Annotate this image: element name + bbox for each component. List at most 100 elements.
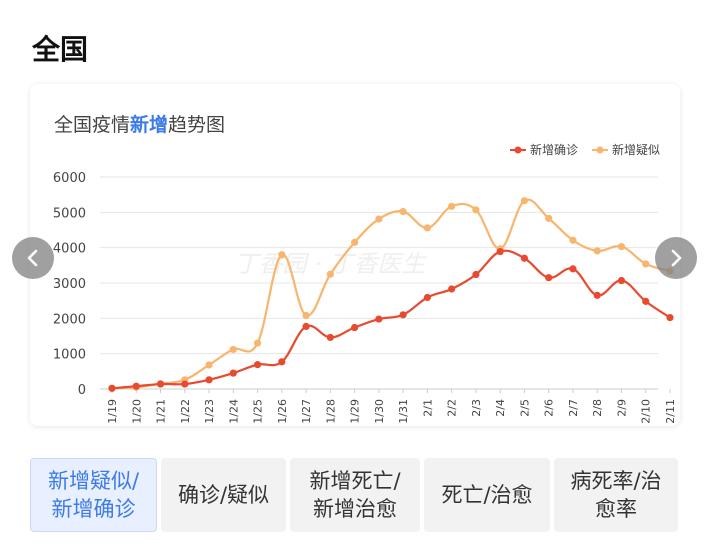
x-tick-label: 2/5 bbox=[518, 399, 531, 417]
data-point bbox=[423, 293, 431, 302]
data-point bbox=[617, 243, 626, 251]
tab-fatality-recovery-rate[interactable]: 病死率/治愈率 bbox=[554, 458, 678, 532]
x-tick-label: 2/10 bbox=[640, 399, 653, 424]
x-tick-label: 1/26 bbox=[276, 399, 289, 424]
y-tick-label: 6000 bbox=[53, 171, 86, 186]
x-tick-label: 2/11 bbox=[664, 399, 677, 424]
data-point bbox=[448, 202, 456, 210]
x-tick-label: 1/21 bbox=[155, 399, 168, 424]
data-point bbox=[302, 322, 310, 331]
data-point bbox=[593, 291, 601, 299]
y-tick-label: 1000 bbox=[53, 348, 86, 363]
data-point bbox=[351, 238, 359, 246]
data-point bbox=[278, 358, 286, 366]
x-tick-label: 2/4 bbox=[494, 399, 507, 417]
data-point bbox=[617, 276, 626, 285]
data-point bbox=[326, 333, 334, 342]
tab-new-deaths-new-recovered[interactable]: 新增死亡/新增治愈 bbox=[290, 458, 420, 532]
x-tick-label: 2/8 bbox=[591, 399, 604, 417]
data-point bbox=[229, 369, 237, 377]
prev-chart-button[interactable] bbox=[12, 237, 54, 279]
data-point bbox=[642, 260, 650, 268]
data-point bbox=[545, 214, 553, 222]
x-tick-label: 1/22 bbox=[179, 399, 192, 424]
data-point bbox=[156, 380, 165, 388]
x-tick-label: 1/24 bbox=[227, 399, 240, 424]
data-point bbox=[253, 361, 262, 369]
data-point bbox=[472, 270, 480, 279]
x-tick-label: 1/19 bbox=[106, 399, 119, 424]
y-tick-label: 0 bbox=[78, 383, 86, 398]
x-tick-label: 1/31 bbox=[397, 399, 410, 424]
chart-tabs: 新增疑似/新增确诊 确诊/疑似 新增死亡/新增治愈 死亡/治愈 病死率/治愈率 bbox=[30, 458, 678, 532]
data-point bbox=[520, 254, 529, 262]
data-point bbox=[375, 215, 383, 223]
x-tick-label: 2/7 bbox=[567, 399, 580, 417]
data-point bbox=[326, 270, 334, 278]
legend-swatch-dot bbox=[596, 146, 604, 154]
chart-card: 全国疫情新增趋势图 丁香园 · 丁香医生 0 1000 2000 3000 4000 5000… bbox=[30, 84, 680, 426]
tab-label-line: 愈率 bbox=[594, 497, 637, 521]
data-point bbox=[181, 380, 189, 388]
legend-swatch-dot bbox=[514, 146, 522, 154]
data-point bbox=[302, 311, 310, 320]
data-point bbox=[399, 208, 407, 216]
y-tick-label: 3000 bbox=[53, 277, 86, 292]
data-point bbox=[496, 247, 504, 256]
data-point bbox=[569, 236, 577, 244]
tab-label-line: 病死率/治 bbox=[570, 469, 662, 493]
x-tick-label: 2/3 bbox=[470, 399, 483, 417]
data-point bbox=[448, 285, 456, 293]
data-point bbox=[132, 382, 140, 390]
data-point bbox=[399, 311, 407, 319]
tab-deaths-recovered[interactable]: 死亡/治愈 bbox=[424, 458, 550, 532]
y-tick-label: 5000 bbox=[53, 206, 86, 221]
tab-label-line: 新增疑似/ bbox=[47, 469, 140, 493]
x-tick-label: 1/28 bbox=[324, 399, 337, 424]
tab-label-line: 新增治愈 bbox=[312, 497, 397, 521]
tab-label-line: 确诊/疑似 bbox=[177, 483, 270, 507]
tab-new-suspected-new-confirmed[interactable]: 新增疑似/新增确诊 bbox=[30, 458, 157, 532]
next-chart-button[interactable] bbox=[655, 237, 697, 279]
chart-title-part: 全国疫情 bbox=[54, 114, 130, 136]
data-point bbox=[375, 315, 383, 323]
x-tick-label: 1/23 bbox=[203, 399, 216, 424]
chevron-right-icon bbox=[671, 249, 682, 267]
chevron-left-icon bbox=[27, 249, 38, 267]
chart-title-part: 新增 bbox=[130, 113, 168, 136]
tab-confirmed-suspected[interactable]: 确诊/疑似 bbox=[161, 458, 286, 532]
data-point bbox=[108, 384, 116, 392]
x-tick-label: 1/20 bbox=[130, 399, 143, 424]
x-tick-label: 2/1 bbox=[421, 399, 434, 417]
x-tick-label: 1/30 bbox=[373, 399, 386, 424]
x-tick-label: 2/9 bbox=[615, 399, 628, 417]
y-tick-label: 2000 bbox=[53, 312, 86, 327]
data-point bbox=[472, 206, 480, 214]
legend-label: 新增疑似 bbox=[612, 142, 660, 157]
data-point bbox=[253, 339, 262, 347]
series-line-suspected bbox=[111, 198, 671, 390]
x-tick-label: 1/27 bbox=[300, 399, 313, 424]
data-point bbox=[351, 323, 359, 332]
data-point bbox=[423, 224, 431, 232]
y-tick-label: 4000 bbox=[53, 242, 86, 257]
section-title: 全国 bbox=[32, 33, 89, 66]
data-point bbox=[666, 314, 674, 322]
data-point bbox=[593, 247, 601, 255]
x-tick-label: 2/2 bbox=[446, 399, 459, 417]
data-point bbox=[569, 265, 577, 273]
data-point bbox=[205, 376, 213, 384]
tab-label-line: 死亡/治愈 bbox=[441, 483, 533, 507]
data-point bbox=[545, 274, 553, 282]
data-point bbox=[642, 297, 650, 305]
data-point bbox=[520, 197, 529, 205]
tab-label-line: 新增死亡/ bbox=[309, 469, 401, 493]
data-point bbox=[205, 361, 213, 369]
x-tick-label: 1/29 bbox=[349, 399, 362, 424]
data-point bbox=[229, 345, 237, 354]
x-tick-label: 2/6 bbox=[543, 399, 556, 417]
data-point bbox=[278, 251, 286, 259]
legend-label: 新增确诊 bbox=[530, 142, 578, 157]
chart-title: 全国疫情新增趋势图 bbox=[54, 113, 225, 136]
